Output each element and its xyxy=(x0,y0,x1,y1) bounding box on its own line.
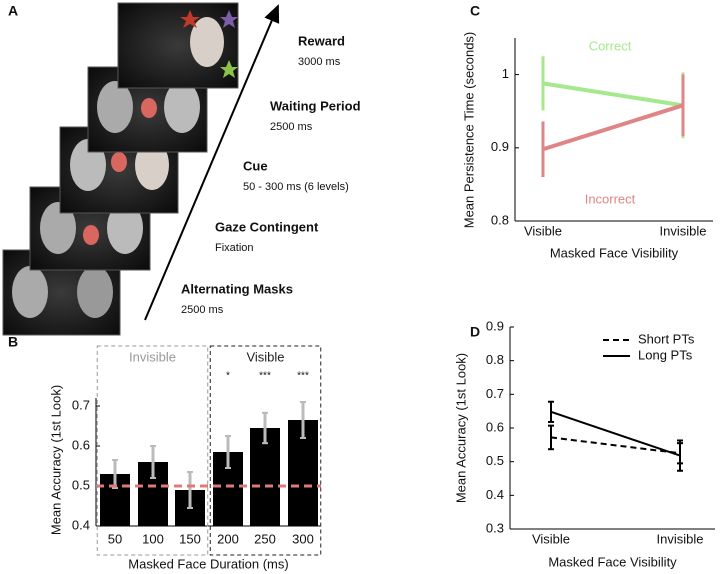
group-box xyxy=(209,345,322,556)
x-tick-label: Invisible xyxy=(660,223,707,238)
step-detail: 2500 ms xyxy=(270,121,313,133)
y-tick-label: 0.5 xyxy=(486,453,504,468)
legend-label: Short PTs xyxy=(638,331,695,346)
y-tick-label: 1 xyxy=(502,66,509,81)
y-axis-label: Mean Accuracy (1st Look) xyxy=(453,353,468,503)
line xyxy=(542,81,684,108)
x-tick-label: 250 xyxy=(254,531,276,546)
step-title: Waiting Period xyxy=(270,98,361,113)
step-detail: 50 - 300 ms (6 levels) xyxy=(243,181,349,193)
series-label: Correct xyxy=(589,38,632,53)
time-arrow xyxy=(144,4,280,321)
x-tick-label: 200 xyxy=(217,531,239,546)
significance: * xyxy=(226,371,230,382)
step-detail: 2500 ms xyxy=(181,304,224,316)
x-tick-label: Invisible xyxy=(657,531,704,546)
line xyxy=(550,436,681,455)
y-tick-label: 0.8 xyxy=(486,352,504,367)
step-title: Reward xyxy=(298,33,345,48)
y-tick-label: 0.7 xyxy=(72,397,90,412)
y-tick-label: 0.9 xyxy=(486,318,504,333)
x-tick-label: Visible xyxy=(532,531,570,546)
group-label: Invisible xyxy=(129,349,176,364)
x-tick-label: 300 xyxy=(292,531,314,546)
line xyxy=(542,103,684,152)
step-detail: 3000 ms xyxy=(298,56,341,68)
x-tick-label: Visible xyxy=(524,223,562,238)
y-tick-label: 0.3 xyxy=(486,520,504,535)
group-label: Visible xyxy=(246,349,284,364)
step-title: Alternating Masks xyxy=(181,281,293,296)
x-axis-label: Masked Face Visibility xyxy=(550,245,679,260)
y-tick-label: 0.4 xyxy=(72,517,90,532)
x-tick-label: 50 xyxy=(108,531,122,546)
y-axis-label: Mean Persistence Time (seconds) xyxy=(461,32,476,229)
legend-label: Long PTs xyxy=(638,347,693,362)
significance: *** xyxy=(259,371,271,382)
y-tick-label: 0.6 xyxy=(72,437,90,452)
step-title: Cue xyxy=(243,158,268,173)
panel-label: A xyxy=(8,3,18,19)
y-axis-label: Mean Accuracy (1st Look) xyxy=(48,385,63,535)
y-tick-label: 0.6 xyxy=(486,419,504,434)
y-tick-label: 0.5 xyxy=(72,477,90,492)
series-label: Incorrect xyxy=(585,191,636,206)
y-tick-label: 0.7 xyxy=(486,386,504,401)
step-detail: Fixation xyxy=(215,242,254,254)
screens xyxy=(2,2,239,336)
group-box xyxy=(96,345,209,556)
panel-label: D xyxy=(470,324,480,340)
bar xyxy=(250,428,280,526)
y-tick-label: 0.8 xyxy=(491,212,509,227)
x-tick-label: 100 xyxy=(142,531,164,546)
x-axis-label: Masked Face Duration (ms) xyxy=(128,556,288,571)
panel-label: C xyxy=(470,3,480,19)
x-tick-label: 150 xyxy=(179,531,201,546)
significance: *** xyxy=(297,371,309,382)
step-title: Gaze Contingent xyxy=(215,219,319,234)
x-axis-label: Masked Face Visibility xyxy=(548,554,677,569)
line xyxy=(550,410,681,457)
y-tick-label: 0.4 xyxy=(486,487,504,502)
panel-label: B xyxy=(8,334,18,350)
y-tick-label: 0.9 xyxy=(491,139,509,154)
